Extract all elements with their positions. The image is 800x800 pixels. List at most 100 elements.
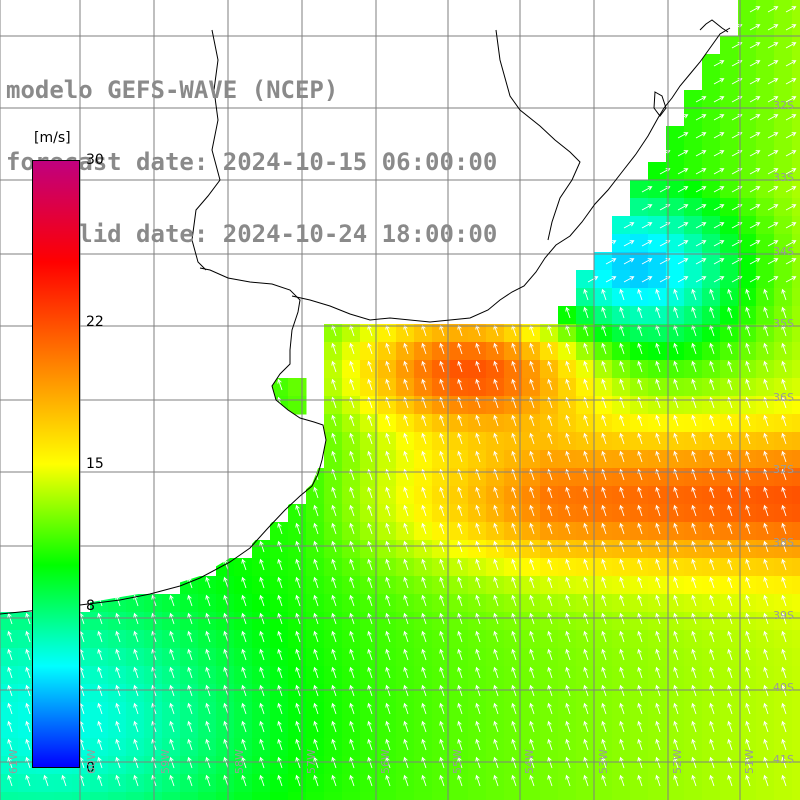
wind-arrow [547,432,553,445]
wind-speed-cell [432,612,451,631]
wind-arrow [25,612,31,625]
wind-arrow [457,558,463,571]
wind-speed-cell [342,486,361,505]
wind-arrow [691,432,697,445]
wind-arrow [277,648,283,661]
wind-arrow [403,360,409,373]
wind-arrow [745,648,751,661]
wind-speed-cell [630,288,649,307]
wind-speed-cell [162,702,181,721]
wind-speed-cell [702,558,721,577]
wind-speed-cell [0,612,19,631]
wind-arrow [785,240,797,247]
wind-speed-cell [792,504,800,523]
wind-speed-cell [648,252,667,271]
wind-speed-cell [702,648,721,667]
wind-speed-cell [738,684,757,703]
wind-speed-cell [450,594,469,613]
wind-speed-cell [594,522,613,541]
wind-arrow [223,684,229,697]
wind-speed-cell [666,756,685,775]
wind-arrow [785,24,797,31]
wind-arrow [677,276,689,283]
wind-arrow [439,612,445,625]
wind-speed-cell [360,648,379,667]
wind-arrow [331,648,337,661]
wind-speed-cell [378,414,397,433]
wind-arrow [763,504,769,517]
wind-arrow [709,486,715,499]
wind-speed-cell [198,720,217,739]
colorbar-tick-label: 22 [86,314,104,331]
wind-arrow [169,576,175,589]
wind-speed-cell [792,108,800,127]
wind-arrow [403,720,409,733]
wind-speed-cell [648,540,667,559]
wind-speed-cell [756,216,775,235]
wind-speed-cell [684,216,703,235]
wind-speed-cell [432,774,451,793]
wind-speed-cell [684,756,703,775]
wind-speed-cell [666,594,685,613]
wind-arrow [349,414,355,427]
wind-arrow [295,720,301,733]
wind-arrow [547,342,553,355]
wind-arrow [529,504,535,517]
wind-arrow [385,486,391,499]
wind-speed-cell [522,612,541,631]
wind-speed-cell [540,432,559,451]
wind-speed-cell [504,774,523,793]
wind-speed-cell [756,306,775,325]
wind-arrow [331,450,337,463]
wind-arrow [277,720,283,733]
wind-arrow [767,132,779,139]
wind-arrow [223,594,229,607]
wind-speed-cell [486,738,505,757]
wind-arrow [709,306,715,319]
wind-speed-cell [0,666,19,685]
wind-arrow [767,42,779,49]
wind-arrow [763,378,769,391]
wind-speed-cell [720,774,739,793]
wind-speed-cell [576,612,595,631]
wind-arrow [601,486,607,499]
wind-speed-cell [342,666,361,685]
longitude-label: 52W [671,749,684,774]
wind-speed-cell [216,666,235,685]
wind-speed-cell [684,90,703,109]
wind-arrow [475,576,481,589]
wind-speed-cell [522,720,541,739]
wind-speed-cell [0,792,19,800]
wind-speed-cell [360,612,379,631]
wind-speed-cell [774,630,793,649]
wind-speed-cell [432,540,451,559]
wind-arrow [295,612,301,625]
wind-speed-cell [630,468,649,487]
wind-arrow [421,450,427,463]
wind-speed-cell [756,252,775,271]
wind-arrow [583,594,589,607]
wind-arrow [493,774,499,787]
wind-speed-cell [540,630,559,649]
wind-arrow [655,504,661,517]
wind-speed-cell [702,630,721,649]
wind-speed-cell [162,756,181,775]
wind-speed-cell [774,198,793,217]
wind-speed-cell [684,630,703,649]
wind-speed-cell [792,54,800,73]
wind-speed-cell [666,162,685,181]
wind-arrow [313,756,319,769]
wind-speed-cell [684,540,703,559]
wind-speed-cell [252,594,271,613]
wind-arrow [475,378,481,391]
wind-speed-cell [54,792,73,800]
wind-arrow [205,630,211,643]
wind-arrow [403,432,409,445]
wind-arrow [349,378,355,391]
wind-arrow [223,612,229,625]
wind-speed-cell [306,522,325,541]
wind-speed-cell [216,594,235,613]
wind-arrow [547,360,553,373]
wind-speed-cell [774,504,793,523]
longitude-label: 54W [523,749,536,774]
